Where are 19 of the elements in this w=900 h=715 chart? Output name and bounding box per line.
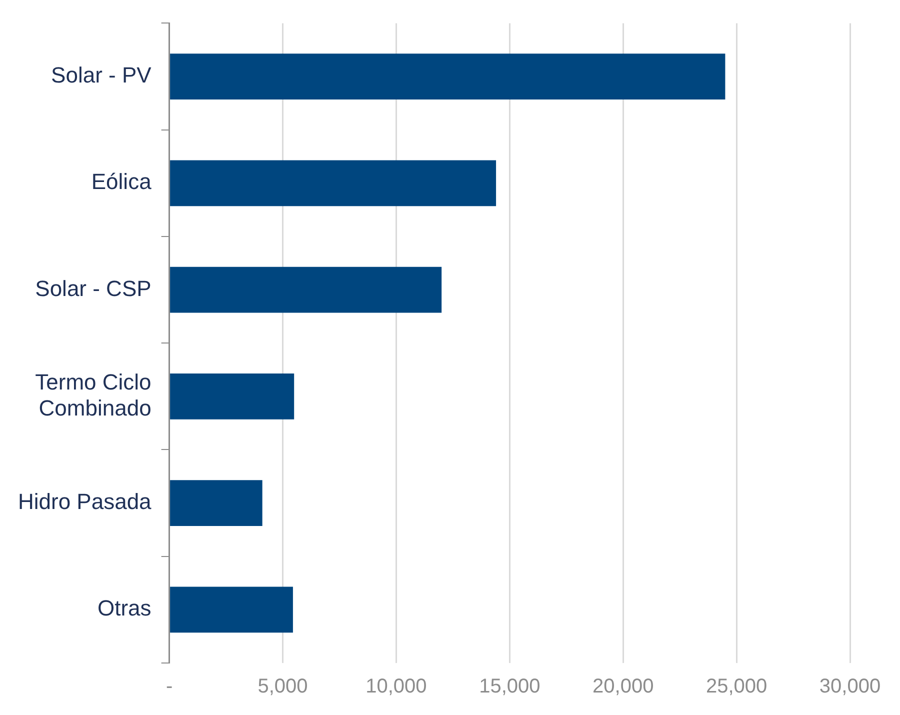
bar xyxy=(170,160,496,206)
y-tick-label: Solar - PV xyxy=(51,62,152,88)
x-tick-label: 25,000 xyxy=(706,676,768,698)
y-tick-label: Otras xyxy=(98,596,152,621)
y-tick-label: Hidro Pasada xyxy=(18,489,152,514)
x-tick-label: 20,000 xyxy=(592,676,654,698)
bar xyxy=(170,373,294,420)
x-tick-label: 15,000 xyxy=(479,676,540,698)
x-tick-label: 30,000 xyxy=(819,676,881,698)
y-tick-label: Termo Ciclo Combinado xyxy=(35,369,152,421)
x-tick-label: 10,000 xyxy=(366,676,427,698)
bar xyxy=(170,480,262,526)
y-tick-label: Eólica xyxy=(91,169,152,194)
x-tick-label: - xyxy=(166,676,173,698)
bar xyxy=(170,54,726,100)
x-tick-label: 5,000 xyxy=(258,676,308,698)
bar xyxy=(170,266,442,313)
bar xyxy=(170,586,293,633)
y-tick-label: Solar - CSP xyxy=(35,276,152,301)
